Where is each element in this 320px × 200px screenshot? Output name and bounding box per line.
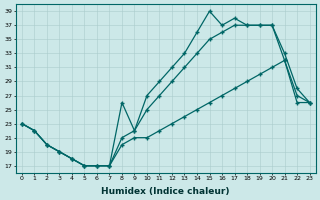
X-axis label: Humidex (Indice chaleur): Humidex (Indice chaleur) bbox=[101, 187, 230, 196]
